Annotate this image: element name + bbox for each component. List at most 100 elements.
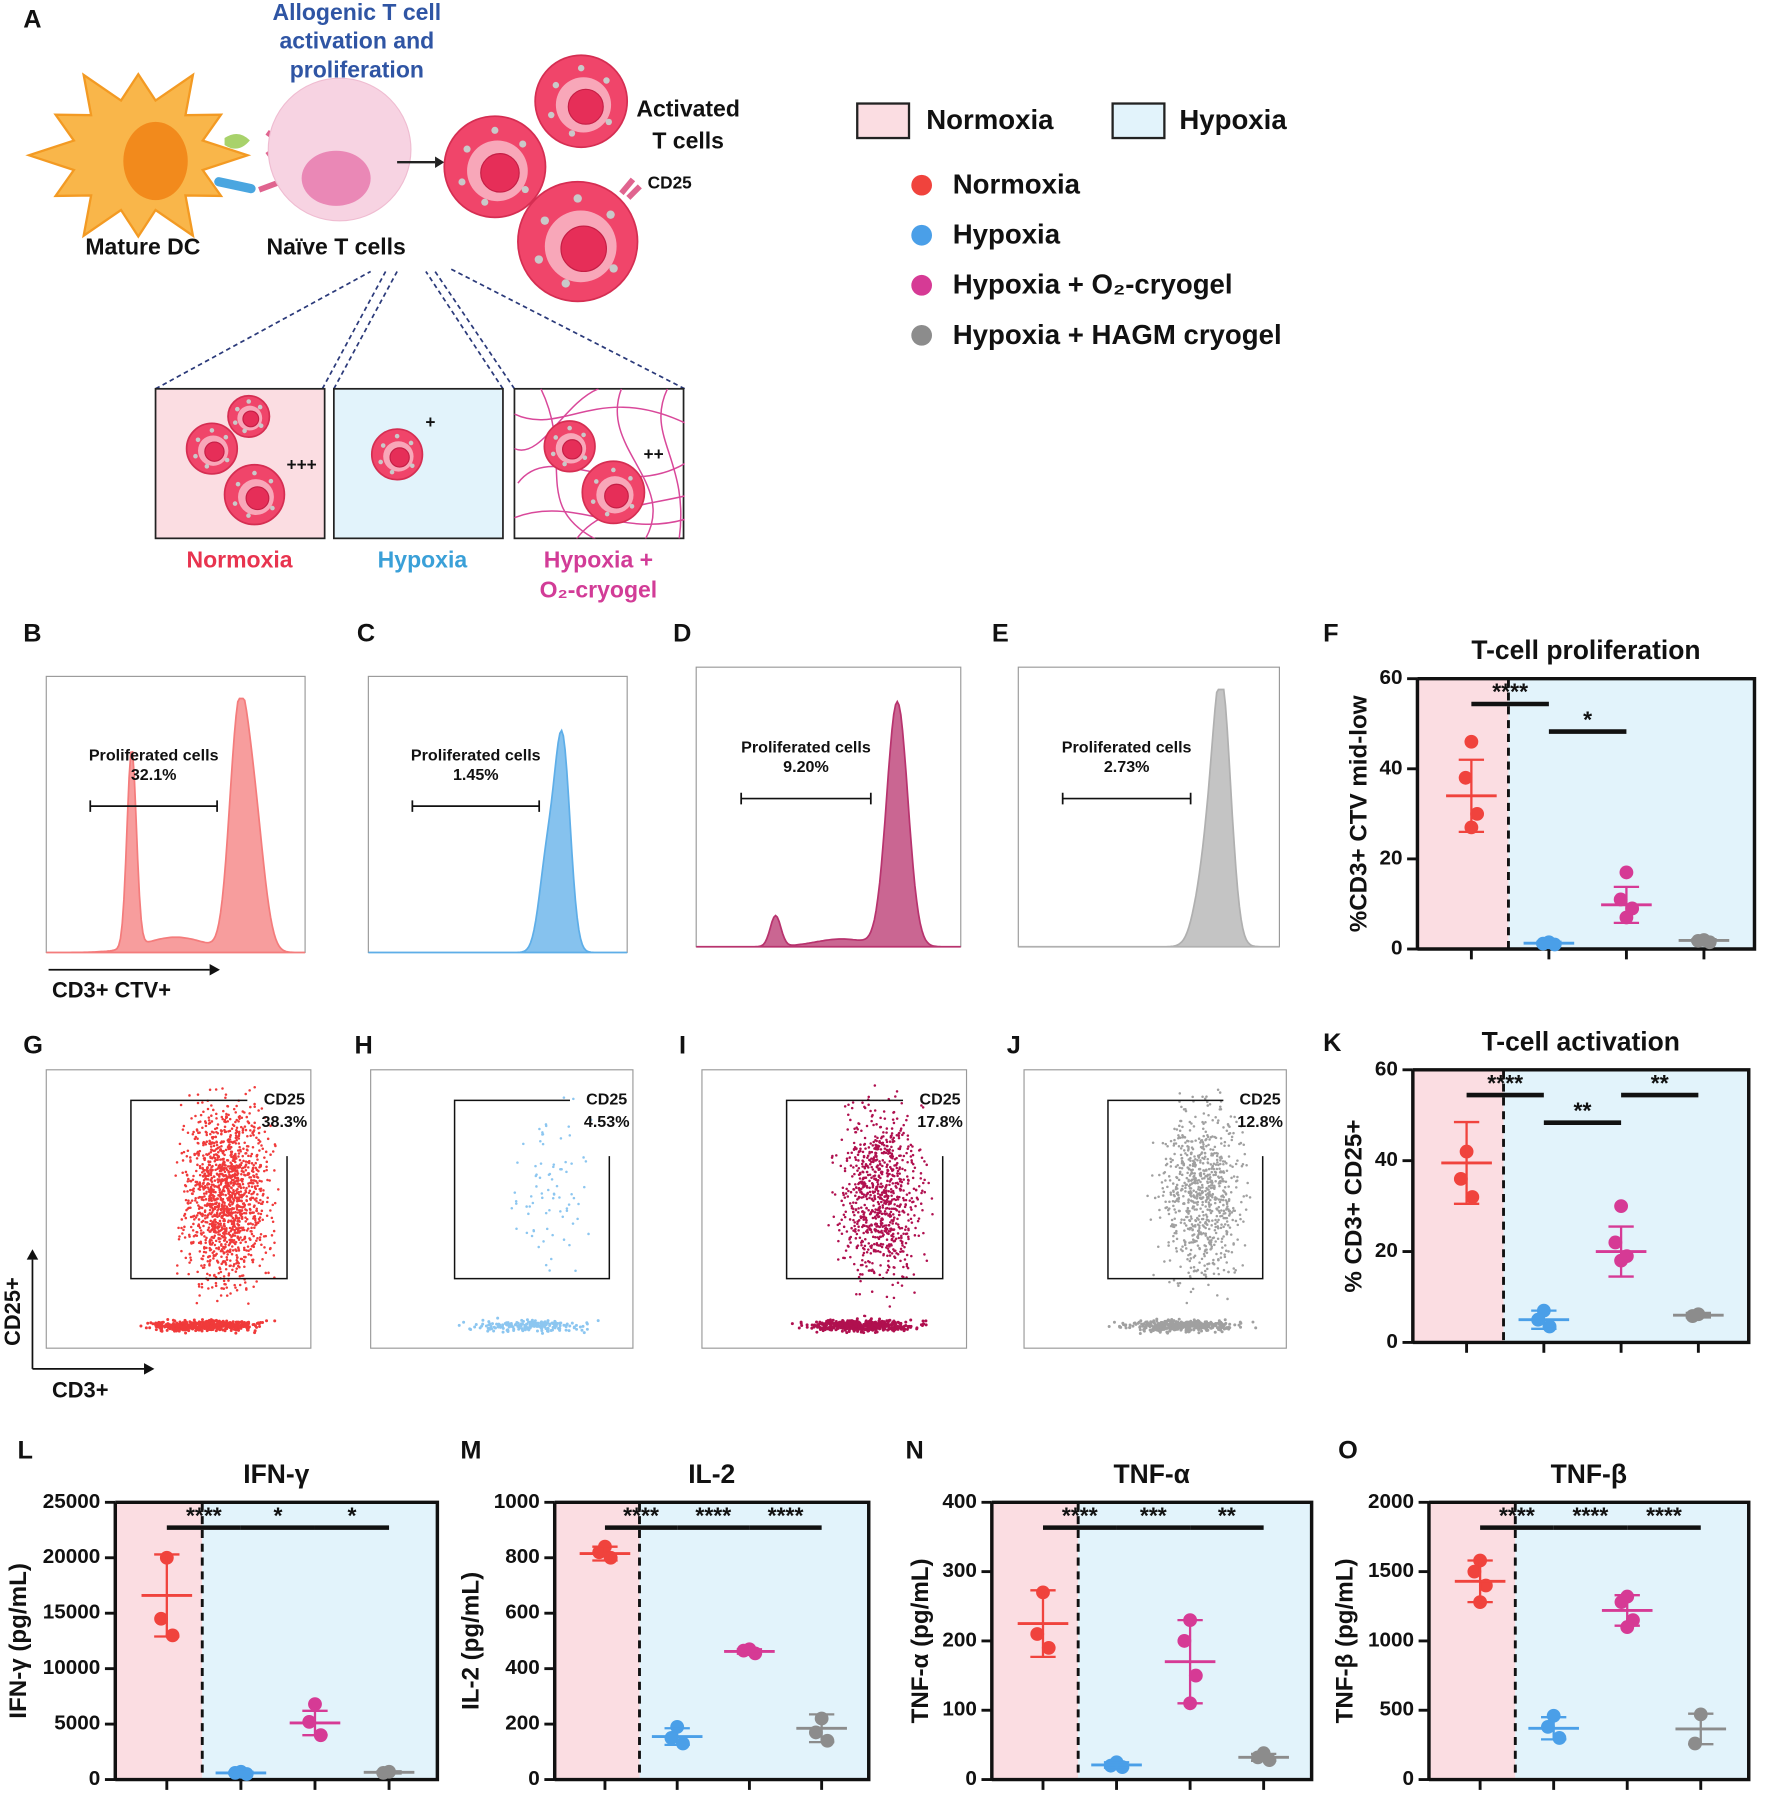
event-dot: [230, 1214, 233, 1218]
event-dot: [220, 1226, 224, 1229]
event-dot: [256, 1321, 260, 1325]
event-dot: [209, 1172, 212, 1176]
event-dot: [230, 1252, 234, 1256]
event-dot: [227, 1147, 230, 1151]
event-dot: [884, 1185, 888, 1188]
event-dot: [901, 1167, 904, 1171]
event-dot: [571, 1222, 575, 1225]
event-dot: [185, 1155, 189, 1158]
event-dot: [487, 1323, 491, 1327]
event-dot: [877, 1237, 881, 1241]
event-dot: [1213, 1145, 1217, 1149]
event-dot: [1170, 1218, 1174, 1222]
legend-label: Normoxia: [953, 169, 1081, 200]
event-dot: [575, 1327, 579, 1331]
event-dot: [1234, 1219, 1238, 1223]
event-dot: [1155, 1317, 1159, 1321]
event-dot: [872, 1140, 875, 1144]
event-dot: [508, 1322, 512, 1326]
event-dot: [848, 1156, 852, 1159]
event-dot: [900, 1226, 904, 1230]
event-dot: [272, 1229, 276, 1233]
event-dot: [567, 1329, 571, 1333]
event-dot: [1215, 1158, 1219, 1162]
event-dot: [203, 1214, 207, 1217]
event-dot: [1207, 1227, 1211, 1231]
event-dot: [200, 1206, 204, 1210]
event-dot: [1171, 1182, 1175, 1185]
event-dot: [207, 1226, 211, 1229]
event-dot: [853, 1213, 856, 1217]
event-dot: [216, 1123, 220, 1126]
event-dot: [185, 1174, 189, 1177]
event-dot: [860, 1241, 863, 1244]
event-dot: [244, 1255, 247, 1259]
event-dot: [896, 1198, 900, 1201]
event-dot: [198, 1131, 201, 1134]
event-dot: [818, 1320, 822, 1324]
event-dot: [244, 1208, 247, 1211]
event-dot: [247, 1302, 250, 1305]
event-dot: [481, 1318, 485, 1322]
event-dot: [221, 1193, 225, 1196]
event-dot: [258, 1140, 262, 1143]
event-dot: [1194, 1190, 1198, 1194]
event-dot: [1239, 1217, 1242, 1221]
event-dot: [230, 1155, 233, 1159]
event-dot: [596, 1319, 600, 1323]
event-dot: [1207, 1143, 1210, 1147]
event-dot: [1211, 1219, 1214, 1222]
event-dot: [237, 1226, 241, 1230]
event-dot: [895, 1166, 899, 1170]
event-dot: [258, 1264, 262, 1268]
event-dot: [1198, 1192, 1201, 1195]
event-dot: [911, 1153, 915, 1157]
event-dot: [1217, 1198, 1221, 1201]
event-dot: [830, 1321, 834, 1325]
event-dot: [222, 1149, 225, 1153]
event-dot: [1196, 1203, 1199, 1206]
event-dot: [265, 1168, 268, 1172]
event-dot: [1192, 1195, 1196, 1198]
panel-label: C: [357, 620, 375, 648]
event-dot: [888, 1165, 892, 1169]
event-dot: [237, 1132, 241, 1136]
event-dot: [1216, 1267, 1220, 1270]
event-dot: [235, 1328, 239, 1332]
event-dot: [202, 1231, 205, 1234]
event-dot: [200, 1285, 204, 1289]
event-dot: [815, 1324, 819, 1328]
event-dot: [237, 1155, 240, 1158]
event-dot: [233, 1176, 237, 1179]
event-dot: [888, 1140, 892, 1143]
fiber: [540, 388, 596, 539]
event-dot: [547, 1173, 551, 1176]
event-dot: [1167, 1208, 1170, 1212]
event-dot: [1217, 1209, 1221, 1213]
event-dot: [838, 1229, 841, 1232]
event-dot: [1199, 1139, 1203, 1142]
event-dot: [558, 1321, 562, 1325]
event-dot: [1183, 1229, 1186, 1232]
event-dot: [882, 1131, 885, 1134]
event-dot: [200, 1185, 204, 1188]
event-dot: [861, 1150, 865, 1154]
event-dot: [237, 1238, 241, 1241]
event-dot: [1217, 1272, 1221, 1276]
event-dot: [232, 1124, 236, 1128]
event-dot: [235, 1138, 238, 1142]
event-dot: [203, 1323, 207, 1327]
event-dot: [922, 1181, 925, 1185]
event-dot: [1205, 1186, 1208, 1190]
event-dot: [188, 1261, 191, 1264]
event-dot: [797, 1326, 801, 1330]
event-dot: [249, 1134, 252, 1137]
event-dot: [864, 1221, 868, 1224]
event-dot: [241, 1228, 244, 1232]
event-dot: [886, 1254, 889, 1258]
event-dot: [173, 1319, 177, 1323]
event-dot: [897, 1136, 901, 1140]
event-dot: [845, 1187, 848, 1191]
event-dot: [1210, 1322, 1214, 1326]
event-dot: [841, 1322, 845, 1326]
